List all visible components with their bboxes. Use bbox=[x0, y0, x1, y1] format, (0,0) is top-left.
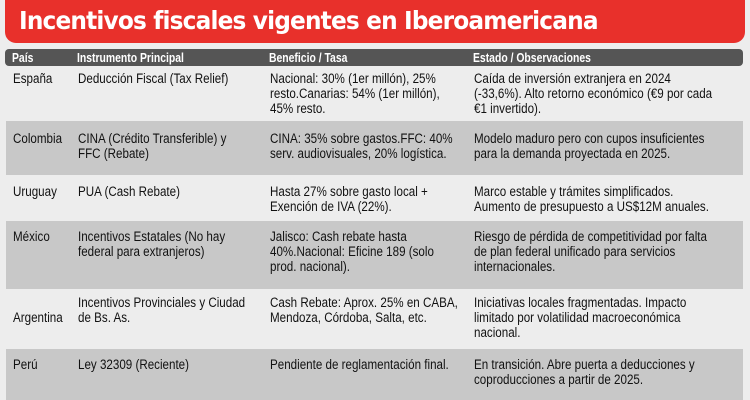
header-pais: País bbox=[12, 50, 34, 65]
table-row: Perú Ley 32309 (Reciente) Pendiente de r… bbox=[6, 349, 743, 400]
cell-instrumento: CINA (Crédito Transferible) y FFC (Rebat… bbox=[78, 131, 227, 161]
cell-instrumento: Deducción Fiscal (Tax Relief) bbox=[78, 71, 229, 86]
cell-estado: Caída de inversión extranjera en 2024 (-… bbox=[474, 71, 713, 116]
table-row: Uruguay PUA (Cash Rebate) Hasta 27% sobr… bbox=[6, 175, 743, 221]
cell-beneficio: Jalisco: Cash rebate hasta 40%.Nacional:… bbox=[270, 229, 434, 274]
table-row: España Deducción Fiscal (Tax Relief) Nac… bbox=[6, 68, 743, 121]
cell-instrumento: Ley 32309 (Reciente) bbox=[78, 357, 190, 372]
cell-pais: Perú bbox=[13, 357, 38, 372]
table-row: México Incentivos Estatales (No hay fede… bbox=[6, 221, 743, 289]
header-beneficio: Beneficio / Tasa bbox=[269, 50, 348, 65]
cell-pais: España bbox=[13, 71, 53, 86]
cell-pais: México bbox=[13, 229, 50, 244]
page-title: Incentivos fiscales vigentes en Iberoame… bbox=[19, 6, 599, 35]
cell-beneficio: Hasta 27% sobre gasto local + Exención d… bbox=[270, 184, 428, 214]
cell-beneficio: Cash Rebate: Aprox. 25% en CABA, Mendoza… bbox=[270, 295, 458, 325]
cell-instrumento: PUA (Cash Rebate) bbox=[78, 184, 180, 199]
cell-estado: Riesgo de pérdida de competitividad por … bbox=[474, 229, 707, 274]
cell-beneficio: Nacional: 30% (1er millón), 25% resto.Ca… bbox=[270, 71, 440, 116]
cell-instrumento: Incentivos Provinciales y Ciudad de Bs. … bbox=[78, 295, 246, 325]
cell-pais: Argentina bbox=[13, 310, 63, 325]
table-header: País Instrumento Principal Beneficio / T… bbox=[5, 49, 743, 66]
title-banner: Incentivos fiscales vigentes en Iberoame… bbox=[5, 0, 745, 43]
cell-estado: Marco estable y trámites simplificados. … bbox=[474, 184, 709, 214]
header-estado: Estado / Observaciones bbox=[473, 50, 591, 65]
cell-instrumento: Incentivos Estatales (No hay federal par… bbox=[78, 229, 226, 259]
cell-beneficio: CINA: 35% sobre gastos.FFC: 40% serv. au… bbox=[270, 131, 453, 161]
cell-estado: Modelo maduro pero con cupos insuficient… bbox=[474, 131, 705, 161]
table-row: Colombia CINA (Crédito Transferible) y F… bbox=[6, 121, 743, 175]
cell-estado: Iniciativas locales fragmentadas. Impact… bbox=[474, 295, 687, 340]
table-row: Argentina Incentivos Provinciales y Ciud… bbox=[6, 289, 743, 349]
header-instrumento: Instrumento Principal bbox=[77, 50, 184, 65]
cell-pais: Uruguay bbox=[13, 184, 57, 199]
cell-beneficio: Pendiente de reglamentación final. bbox=[270, 357, 449, 372]
cell-estado: En transición. Abre puerta a deducciones… bbox=[474, 357, 695, 387]
cell-pais: Colombia bbox=[13, 131, 63, 146]
